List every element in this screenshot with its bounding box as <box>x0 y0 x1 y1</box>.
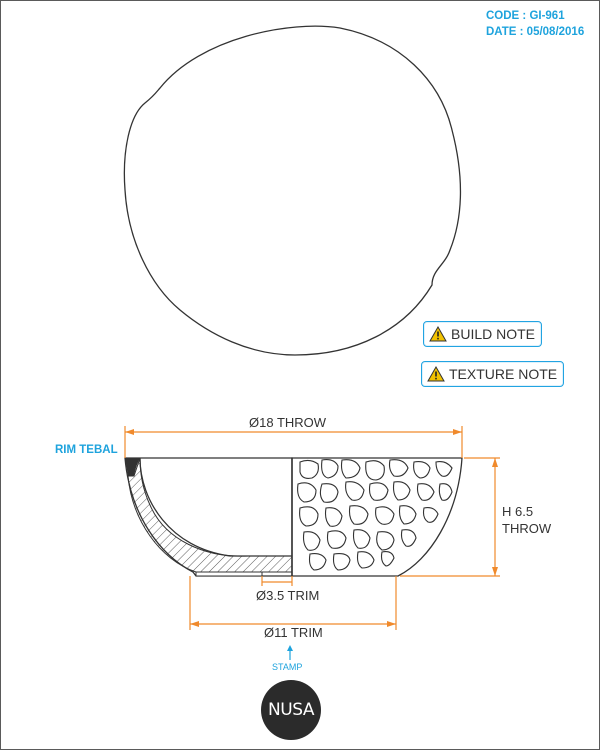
dimension-outer-trim <box>189 576 397 630</box>
throw-diameter-label: Ø18 THROW <box>247 415 329 430</box>
inner-trim-label: Ø3.5 TRIM <box>256 588 320 603</box>
rim-label: RIM TEBAL <box>55 444 118 456</box>
dimension-height <box>400 457 500 577</box>
bowl-top-view <box>123 25 462 356</box>
title-block: CODE : GI-961 DATE : 05/08/2016 <box>486 8 584 40</box>
stamp-label: STAMP <box>272 662 303 672</box>
dimension-inner-trim <box>261 576 293 586</box>
outer-trim-label: Ø11 TRIM <box>264 625 323 640</box>
height-label-line2: THROW <box>502 521 552 536</box>
height-label-line1: H 6.5 <box>502 504 534 519</box>
code-label: CODE : GI-961 <box>486 10 565 22</box>
texture-note-button[interactable]: TEXTURE NOTE <box>421 361 565 387</box>
date-label: DATE : 05/08/2016 <box>486 26 585 38</box>
bowl-section-view <box>124 457 293 577</box>
build-note-button[interactable]: BUILD NOTE <box>423 321 543 347</box>
dimension-throw-diameter <box>124 426 463 458</box>
warning-icon <box>427 366 445 382</box>
build-note-label: BUILD NOTE <box>451 326 536 342</box>
bowl-texture-view <box>291 457 463 577</box>
stamp-arrow <box>287 645 293 660</box>
warning-icon <box>429 326 447 342</box>
nusa-logo: NUSA <box>261 680 321 740</box>
logo-text: NUSA <box>268 700 314 720</box>
texture-note-label: TEXTURE NOTE <box>449 366 558 382</box>
